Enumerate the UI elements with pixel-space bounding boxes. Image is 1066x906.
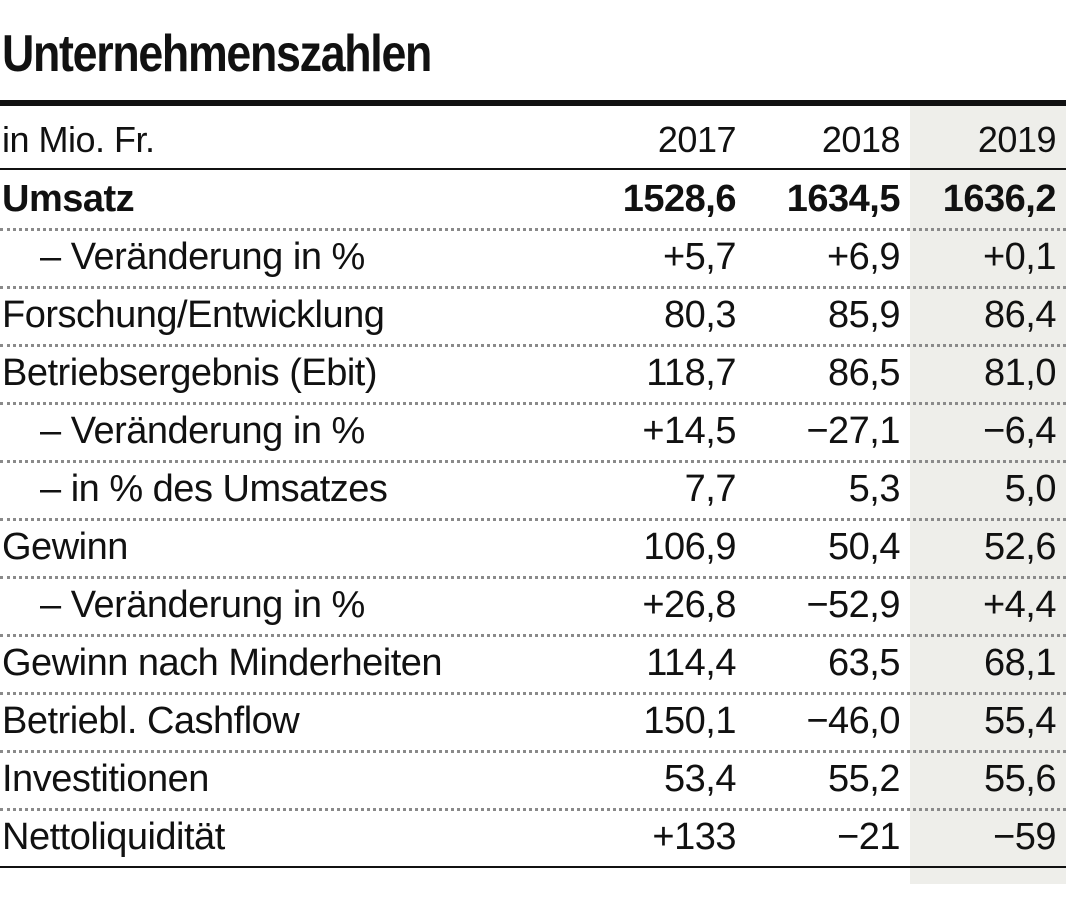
value-cell: 80,3 [664, 293, 736, 336]
row-label: Nettoliquidität [2, 815, 225, 858]
value-cell: 53,4 [664, 757, 736, 800]
value-cell: −52,9 [806, 583, 900, 626]
year-header: 2018 [821, 119, 901, 160]
value-cell: 68,1 [984, 641, 1056, 684]
value-cell: −59 [993, 815, 1056, 858]
table-row: Betriebsergebnis (Ebit) 118,7 86,5 81,0 [0, 344, 1066, 405]
table-row: – Veränderung in % +26,8 −52,9 +4,4 [0, 576, 1066, 637]
value-cell: 1528,6 [622, 177, 737, 220]
row-label: Gewinn [2, 525, 128, 568]
value-cell: +4,4 [982, 583, 1057, 626]
value-cell: 106,9 [643, 525, 736, 568]
value-cell: +6,9 [826, 235, 901, 278]
title-rule [0, 100, 1066, 106]
row-label: – Veränderung in % [40, 235, 365, 278]
header-row: in Mio. Fr. 2017 2018 2019 [0, 112, 1066, 170]
row-label: Gewinn nach Minderheiten [2, 641, 443, 684]
value-cell: 7,7 [684, 467, 737, 510]
value-cell: 63,5 [828, 641, 900, 684]
value-cell: +14,5 [642, 409, 736, 452]
row-label: – Veränderung in % [40, 409, 365, 452]
value-cell: 86,5 [828, 351, 900, 394]
value-cell: −6,4 [982, 409, 1057, 452]
value-cell: 1636,2 [942, 177, 1057, 220]
value-cell: +5,7 [662, 235, 737, 278]
value-cell: +0,1 [982, 235, 1057, 278]
year-header: 2017 [657, 119, 737, 160]
value-cell: 55,4 [984, 699, 1056, 742]
value-cell: +26,8 [642, 583, 736, 626]
table-row: Investitionen 53,4 55,2 55,6 [0, 750, 1066, 811]
row-label: Umsatz [2, 177, 135, 220]
value-cell: 150,1 [643, 699, 736, 742]
year-header: 2019 [977, 119, 1057, 160]
value-cell: 85,9 [828, 293, 900, 336]
table-row: Gewinn 106,9 50,4 52,6 [0, 518, 1066, 579]
value-cell: −27,1 [806, 409, 900, 452]
row-label: – Veränderung in % [40, 583, 365, 626]
row-label: Betriebl. Cashflow [2, 699, 300, 742]
value-cell: 5,3 [848, 467, 901, 510]
table-row: – Veränderung in % +5,7 +6,9 +0,1 [0, 228, 1066, 289]
row-label: Forschung/Entwicklung [2, 293, 385, 336]
value-cell: +133 [652, 815, 736, 858]
table-row: Umsatz 1528,6 1634,5 1636,2 [0, 170, 1066, 231]
value-cell: 1634,5 [786, 177, 901, 220]
highlight-column-2019 [910, 106, 1066, 884]
unit-label: in Mio. Fr. [2, 119, 155, 160]
row-label: Investitionen [2, 757, 209, 800]
value-cell: 81,0 [984, 351, 1056, 394]
table-row: – Veränderung in % +14,5 −27,1 −6,4 [0, 402, 1066, 463]
value-cell: 52,6 [984, 525, 1056, 568]
value-cell: 5,0 [1004, 467, 1057, 510]
table-row: Betriebl. Cashflow 150,1 −46,0 55,4 [0, 692, 1066, 753]
row-label: Betriebsergebnis (Ebit) [2, 351, 378, 394]
table-row: – in % des Umsatzes 7,7 5,3 5,0 [0, 460, 1066, 521]
value-cell: 55,2 [828, 757, 900, 800]
value-cell: −21 [837, 815, 900, 858]
value-cell: 118,7 [646, 351, 736, 394]
table-row: Gewinn nach Minderheiten 114,4 63,5 68,1 [0, 634, 1066, 695]
table-row: Forschung/Entwicklung 80,3 85,9 86,4 [0, 286, 1066, 347]
value-cell: −46,0 [806, 699, 900, 742]
value-cell: 86,4 [984, 293, 1056, 336]
value-cell: 114,4 [646, 641, 736, 684]
value-cell: 50,4 [828, 525, 900, 568]
table-row: Nettoliquidität +133 −21 −59 [0, 808, 1066, 868]
table-title: Unternehmenszahlen [2, 25, 432, 83]
row-label: – in % des Umsatzes [40, 467, 388, 510]
value-cell: 55,6 [984, 757, 1056, 800]
